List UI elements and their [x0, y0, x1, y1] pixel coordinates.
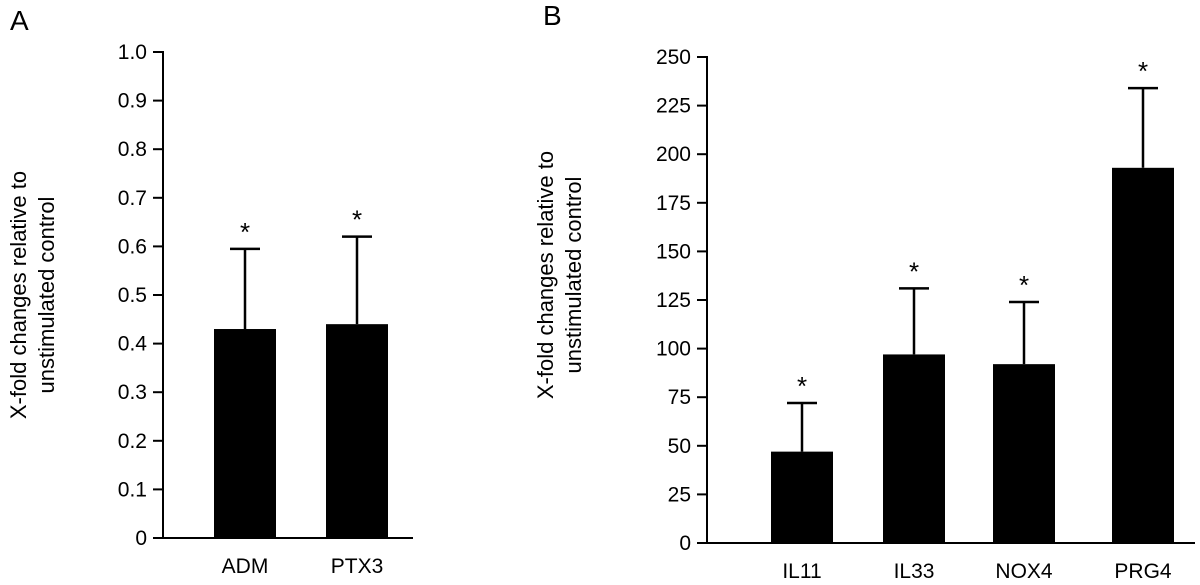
panel-a-ylabel-line-1: X-fold changes relative to	[6, 171, 31, 419]
panel-a-y-tick-label: 0.5	[118, 284, 147, 307]
panel-b-significance-star: *	[1138, 56, 1148, 86]
panel-a-y-tick-label: 1.0	[118, 41, 147, 64]
panel-b-y-tick-label: 0	[679, 532, 691, 555]
panel-b-ylabel-line-1: X-fold changes relative to	[533, 151, 558, 399]
panel-b-bar	[771, 451, 833, 543]
panel-a-significance-star: *	[352, 205, 362, 235]
panel-a-y-tick-label: 0	[135, 527, 147, 550]
panel-b-y-tick-label: 100	[656, 338, 691, 361]
panel-b-category-label: IL11	[782, 560, 821, 583]
panel-b-plot-area: * IL11 * IL33 * NOX4 * PRG4 0 25 50 75 100 125 150 175 2…	[656, 46, 1195, 583]
panel-b-y-tick-label: 150	[656, 240, 691, 263]
panel-b-significance-star: *	[1019, 270, 1029, 300]
panel-b-letter: B	[543, 0, 562, 31]
panel-a-y-tick-label: 0.7	[118, 187, 147, 210]
panel-b-bar	[1112, 167, 1174, 544]
panel-b-y-tick-label: 50	[668, 435, 691, 458]
panel-a-significance-star: *	[240, 217, 250, 247]
panel-a-bar	[214, 329, 276, 538]
panel-b-category-label: PRG4	[1114, 560, 1172, 583]
panel-b-y-tick-label: 250	[656, 46, 691, 69]
panel-b-y-tick-label: 25	[668, 483, 691, 506]
panel-a-y-tick-label: 0.8	[118, 138, 147, 161]
panel-b-significance-star: *	[797, 371, 807, 401]
panel-b-category-label: NOX4	[995, 560, 1053, 583]
panel-b-y-tick-label: 175	[656, 192, 691, 215]
panel-b-y-tick-label: 125	[656, 289, 691, 312]
panel-b-y-tick-label: 75	[668, 386, 691, 409]
panel-b-category-label: IL33	[894, 560, 935, 583]
panel-b-y-tick-label: 225	[656, 95, 691, 118]
panel-a-y-tick-label: 0.1	[118, 478, 147, 501]
panel-b-y-tick-label: 200	[656, 143, 691, 166]
panel-a-plot-area: * ADM * PTX3 0 0.1 0.2 0.3 0.4 0.5 0.6 0.7 0.8 0.9 1.0	[118, 41, 413, 578]
panel-a-y-tick-label: 0.9	[118, 90, 147, 113]
panel-a-y-tick-label: 0.3	[118, 381, 147, 404]
panel-b-bar	[883, 354, 945, 543]
panel-a-category-label: ADM	[222, 555, 269, 578]
panel-a-bar	[326, 324, 388, 538]
panel-a-y-tick-label: 0.2	[118, 430, 147, 453]
panel-a-y-tick-label: 0.6	[118, 235, 147, 258]
panel-a-category-label: PTX3	[331, 555, 384, 578]
panel-a-letter: A	[10, 5, 29, 36]
panel-a: A X-fold changes relative to unstimulate…	[6, 5, 413, 578]
panel-a-ylabel-line-2: unstimulated control	[34, 197, 59, 394]
panel-a-y-tick-label: 0.4	[118, 333, 148, 356]
panel-b: B X-fold changes relative to unstimulate…	[533, 0, 1195, 583]
panel-b-ylabel-line-2: unstimulated control	[561, 177, 586, 374]
panel-b-bar	[993, 364, 1055, 543]
panel-b-significance-star: *	[909, 256, 919, 286]
